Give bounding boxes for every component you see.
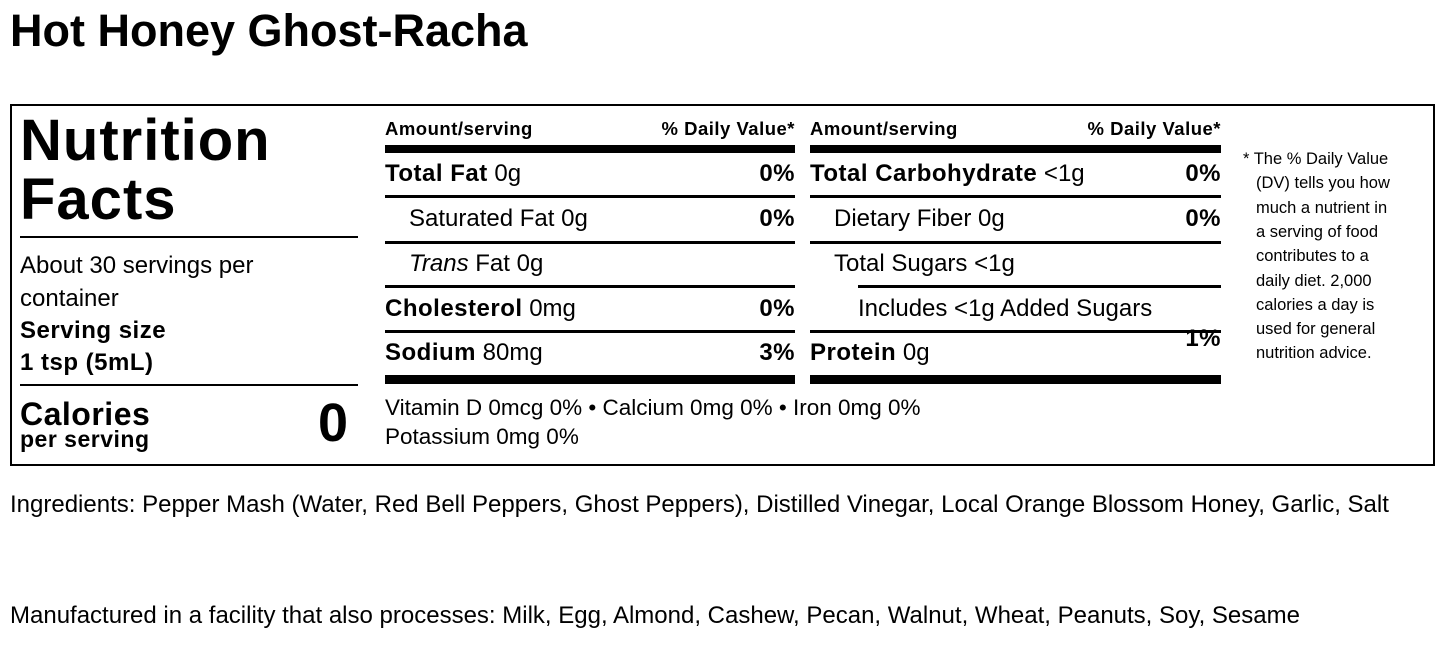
thick-bar (385, 145, 795, 153)
dv-total-fat: 0% (759, 160, 795, 187)
nutrient-row-dietary-fiber: Dietary Fiber 0g (834, 205, 1005, 232)
nutrient-row-total-sugars: Total Sugars <1g (834, 250, 1015, 277)
dv-sodium: 3% (759, 339, 795, 366)
footnote-line: much a nutrient in (1256, 198, 1388, 217)
footnote-line: calories a day is (1256, 295, 1375, 314)
divider (385, 241, 795, 244)
divider (810, 241, 1221, 244)
calories-label: Calories (20, 396, 151, 432)
divider (20, 384, 358, 386)
divider (858, 285, 1221, 288)
col-header-dv-2: % Daily Value* (1087, 118, 1221, 139)
divider (385, 330, 795, 333)
dv-dietary-fiber: 0% (1185, 205, 1221, 232)
divider (385, 285, 795, 288)
divider (385, 195, 795, 198)
thick-bar (385, 375, 795, 384)
dv-total-carbohydrate: 0% (1185, 160, 1221, 187)
nutrition-heading: Nutrition (20, 108, 271, 173)
thick-bar (810, 145, 1221, 153)
servings-per-container-cont: container (20, 285, 119, 312)
footnote-line: daily diet. 2,000 (1256, 271, 1372, 290)
footnote-line: nutrition advice. (1256, 344, 1372, 363)
vitamins-minerals: Vitamin D 0mcg 0% • Calcium 0mg 0% • Iro… (385, 395, 921, 420)
nutrient-row-added-sugars: Includes <1g Added Sugars (858, 295, 1153, 322)
dv-added-sugars: 1% (1185, 325, 1221, 352)
serving-size-label: Serving size (20, 317, 167, 344)
thick-bar (810, 375, 1221, 384)
calories-sub-label: per serving (20, 426, 150, 452)
divider (810, 330, 1221, 333)
facts-heading: Facts (20, 167, 177, 232)
footnote-line: used for general (1256, 320, 1376, 339)
servings-per-container: About 30 servings per (20, 252, 254, 279)
calories-value: 0 (318, 393, 349, 453)
footnote-line: a serving of food (1256, 222, 1378, 241)
dv-saturated-fat: 0% (759, 205, 795, 232)
ingredients-text: Ingredients: Pepper Mash (Water, Red Bel… (10, 491, 1389, 518)
col-header-amount-2: Amount/serving (810, 118, 958, 139)
footnote-line: contributes to a (1256, 247, 1369, 266)
nutrient-row-saturated-fat: Saturated Fat 0g (409, 205, 588, 232)
product-title: Hot Honey Ghost-Racha (10, 5, 528, 56)
nutrition-facts-label (10, 104, 1435, 466)
nutrient-row-total-fat: Total Fat 0g (385, 160, 522, 187)
nutrient-row-sodium: Sodium 80mg (385, 339, 543, 366)
footnote-line: (DV) tells you how (1256, 174, 1390, 193)
col-header-dv: % Daily Value* (661, 118, 795, 139)
nutrient-row-total-carbohydrate: Total Carbohydrate <1g (810, 160, 1085, 187)
allergen-statement: Manufactured in a facility that also pro… (10, 602, 1300, 629)
nutrient-row-protein: Protein 0g (810, 339, 930, 366)
footnote-line: * The % Daily Value (1243, 150, 1389, 168)
nutrient-row-trans-fat: Trans Fat 0g (409, 250, 544, 277)
col-header-amount: Amount/serving (385, 118, 533, 139)
divider (20, 236, 358, 238)
divider (810, 195, 1221, 198)
vitamins-minerals-cont: Potassium 0mg 0% (385, 424, 579, 449)
serving-size-value: 1 tsp (5mL) (20, 349, 154, 376)
nutrient-row-cholesterol: Cholesterol 0mg (385, 295, 576, 322)
dv-cholesterol: 0% (759, 295, 795, 322)
